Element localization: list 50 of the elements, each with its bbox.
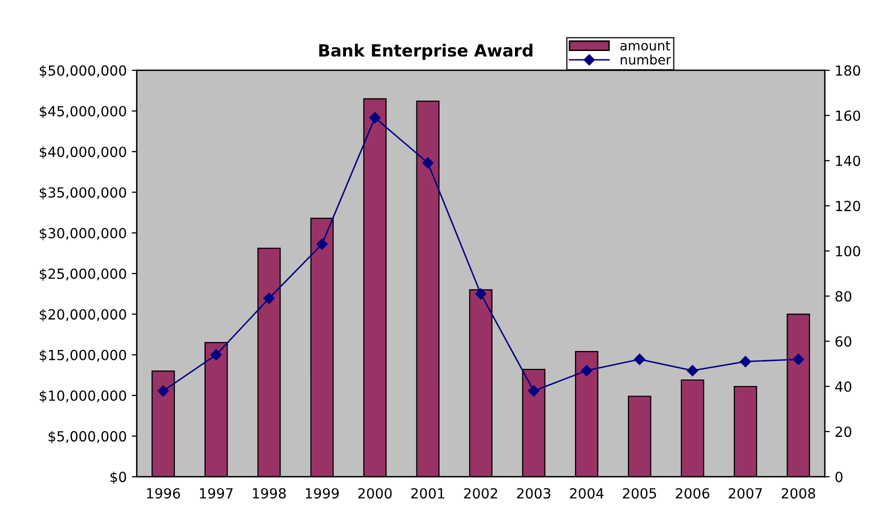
x-tick-label: 2002 <box>464 488 498 499</box>
x-tick-label: 2008 <box>782 488 816 499</box>
x-tick-label: 1998 <box>252 488 286 499</box>
x-tick-label: 2006 <box>676 488 710 499</box>
point <box>686 365 698 376</box>
point <box>475 288 486 300</box>
y2-tick-label: 140 <box>836 156 860 166</box>
y-tick-label: $15,000,000 <box>40 350 126 362</box>
y-tick-label: $0 <box>110 471 126 484</box>
y-tick-label: $50,000,000 <box>40 65 126 78</box>
legend-label: amount <box>620 41 670 51</box>
point <box>369 112 381 124</box>
x-tick-label: 2001 <box>411 488 444 499</box>
point <box>528 385 540 397</box>
point <box>210 349 222 360</box>
point <box>581 365 592 376</box>
point <box>158 385 169 397</box>
point <box>422 157 434 169</box>
point <box>740 356 752 368</box>
y-tick-label: $45,000,000 <box>40 106 126 118</box>
x-tick-label: 1999 <box>306 488 339 499</box>
point <box>316 238 328 250</box>
point <box>263 292 275 304</box>
y-tick-label: $30,000,000 <box>40 228 126 240</box>
y2-tick-label: 160 <box>836 110 860 121</box>
y-tick-label: $35,000,000 <box>40 186 126 200</box>
y2-tick-label: 180 <box>836 65 860 76</box>
y-tick-label: $40,000,000 <box>40 146 126 159</box>
y2-tick-label: 60 <box>836 336 852 347</box>
y2-tick-label: 120 <box>836 200 860 212</box>
x-tick-label: 1997 <box>200 488 233 499</box>
legend-label: number <box>620 54 672 65</box>
y-tick-label: $5,000,000 <box>48 430 126 444</box>
x-tick-label: 2004 <box>570 488 604 499</box>
y2-tick-label: 100 <box>836 246 860 256</box>
x-tick-label: 2005 <box>622 488 656 499</box>
x-tick-label: 2000 <box>358 488 392 499</box>
y-tick-label: $10,000,000 <box>40 390 126 403</box>
y2-tick-label: 80 <box>836 291 852 302</box>
x-tick-label: 2003 <box>517 488 550 499</box>
point <box>634 354 646 365</box>
y2-tick-label: 40 <box>835 381 852 392</box>
chart-title: Bank Enterprise Award <box>319 44 532 60</box>
x-tick-label: 2007 <box>728 488 762 499</box>
y2-tick-label: 20 <box>836 426 852 438</box>
y2-tick-label: 0 <box>835 472 842 482</box>
point <box>792 354 804 365</box>
x-tick-label: 1996 <box>147 488 180 499</box>
y-tick-label: $20,000,000 <box>40 308 126 322</box>
y-tick-label: $25,000,000 <box>40 268 126 281</box>
